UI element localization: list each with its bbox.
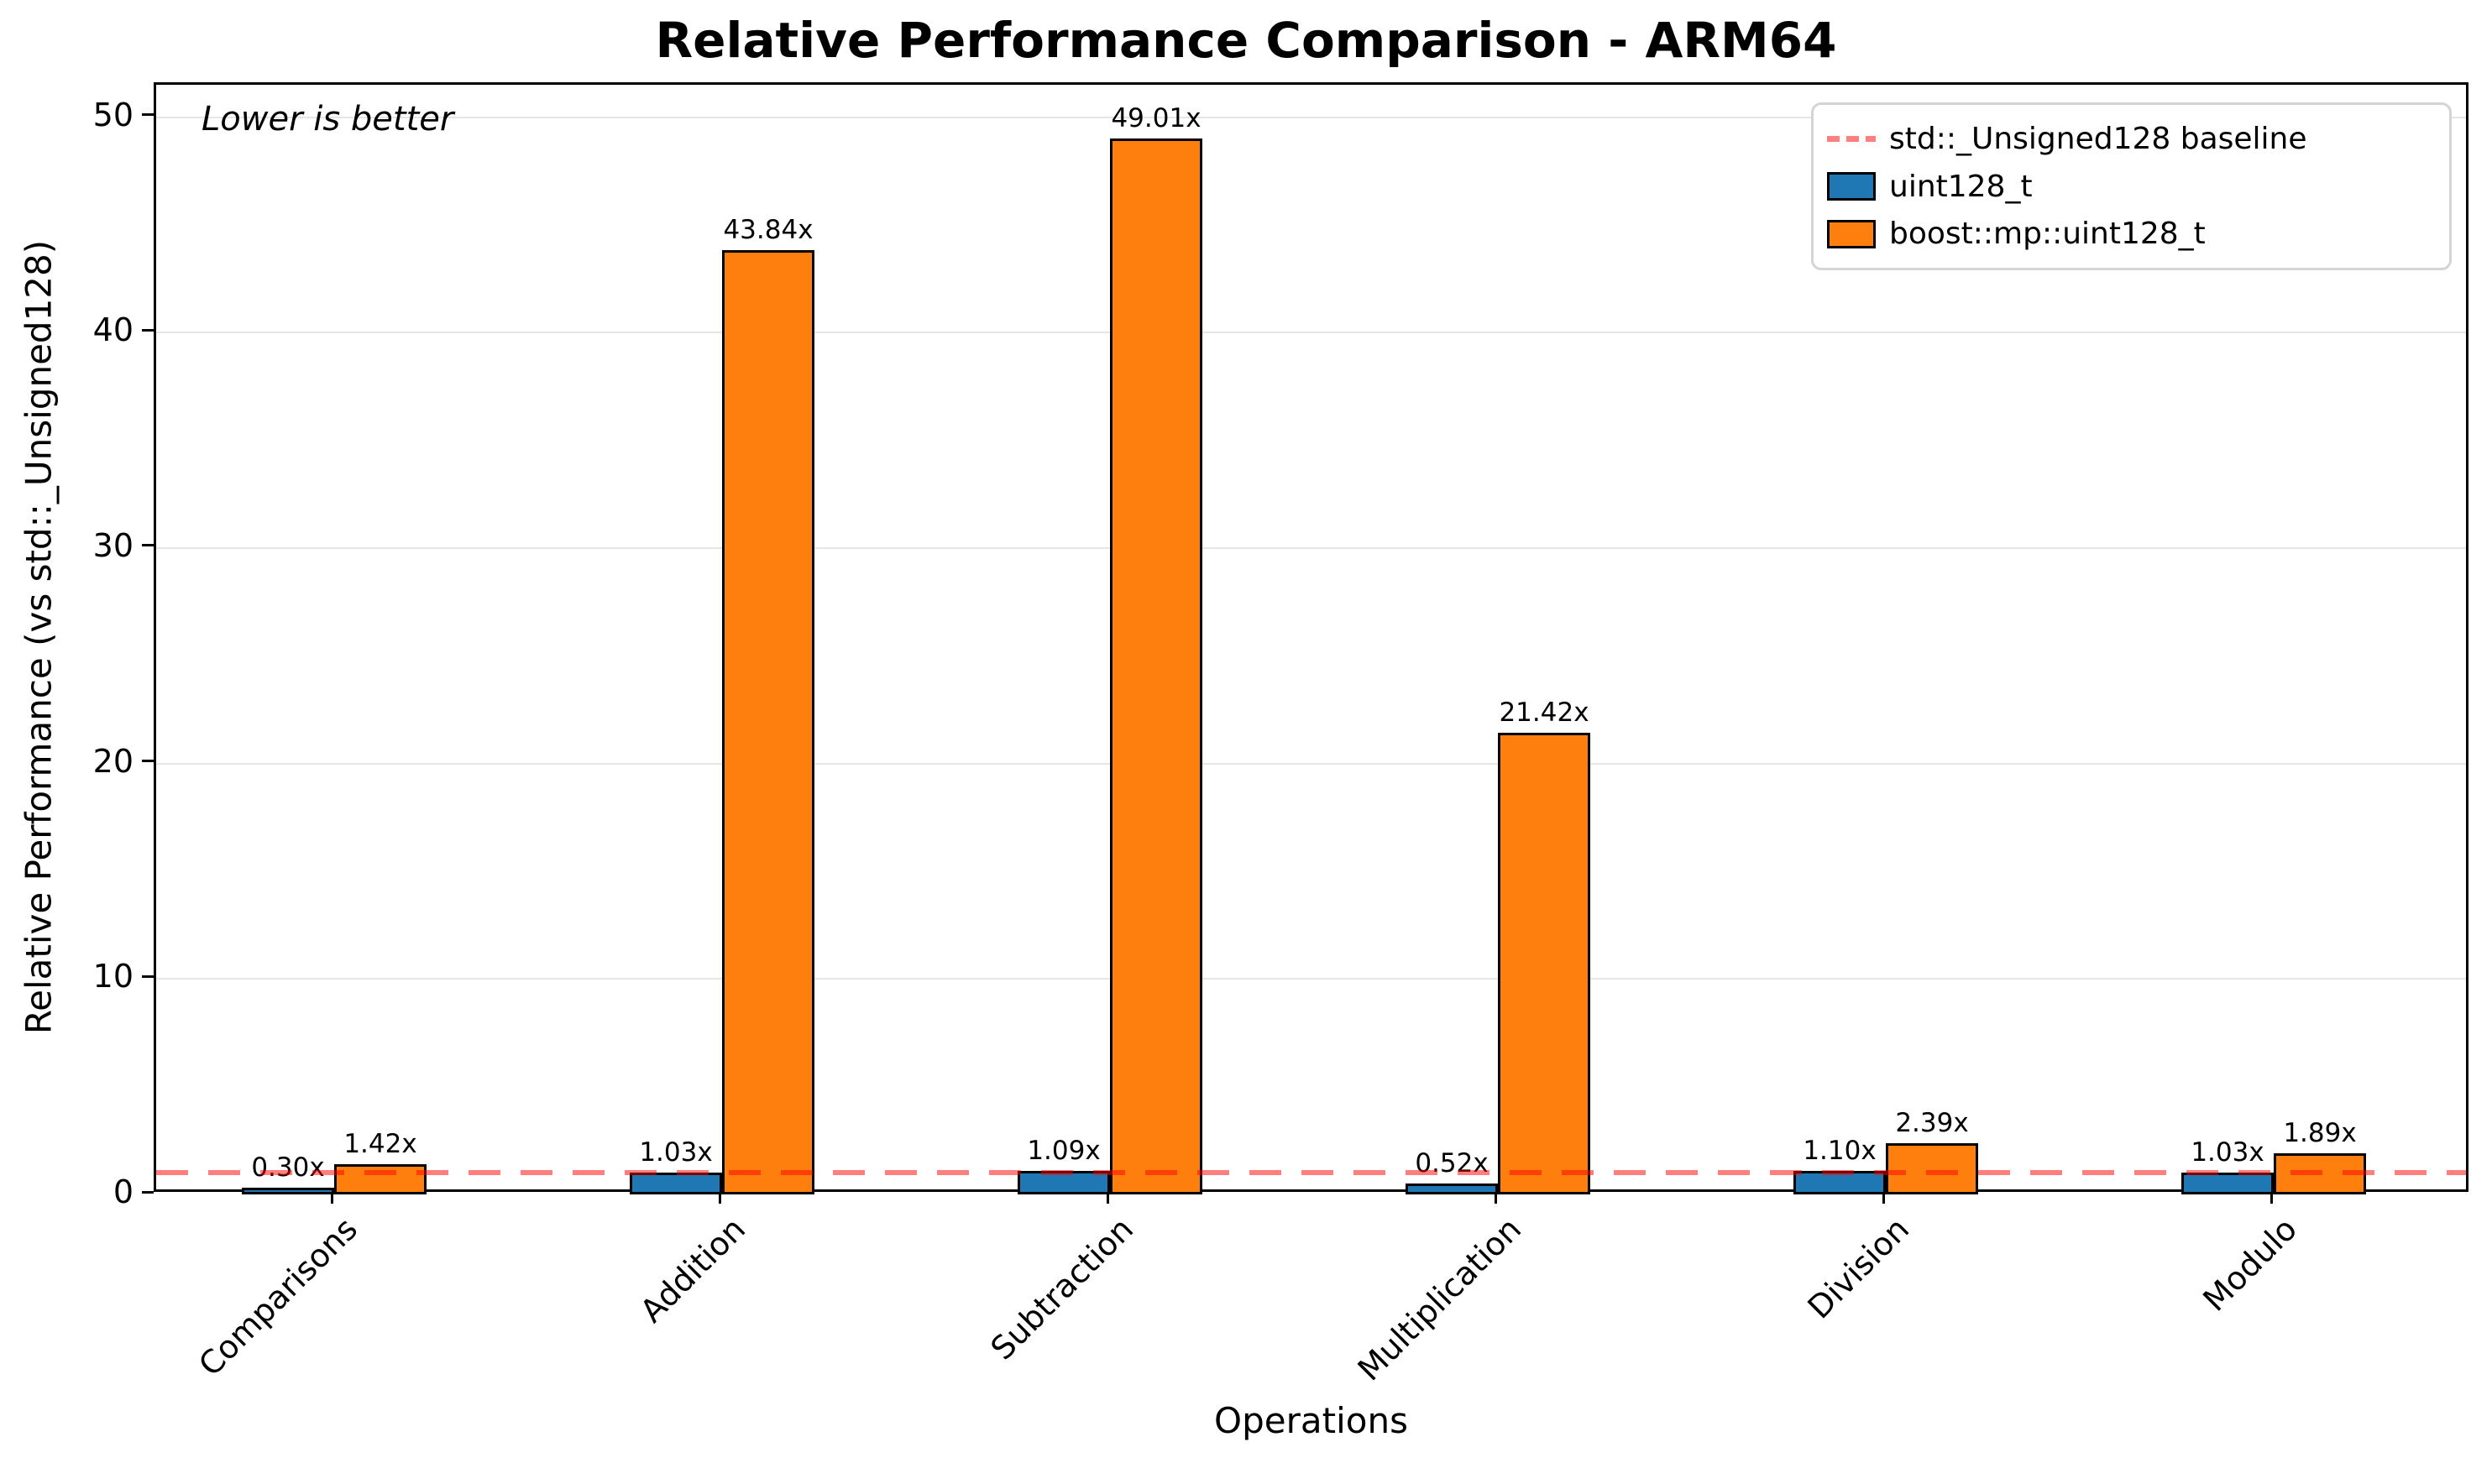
bar-value-label-division-boost: 2.39x — [1895, 1107, 1969, 1138]
x-tick-mark-modulo — [2270, 1192, 2273, 1204]
legend-label: std::_Unsigned128 baseline — [1889, 121, 2307, 156]
bar-value-label-comparisons-boost: 1.42x — [343, 1128, 417, 1159]
legend-item-boost: boost::mp::uint128_t — [1827, 217, 2449, 251]
bar-value-label-multiplication-boost: 21.42x — [1499, 698, 1589, 729]
x-tick-label-comparisons: Comparisons — [191, 1210, 365, 1384]
y-tick-mark-50 — [142, 113, 154, 116]
y-tick-mark-30 — [142, 544, 154, 547]
legend-item-baseline: std::_Unsigned128 baseline — [1827, 122, 2449, 156]
y-tick-label-20: 20 — [92, 742, 134, 780]
y-tick-label-0: 0 — [113, 1173, 134, 1210]
gridline-30 — [156, 546, 2466, 549]
x-tick-label-addition: Addition — [633, 1210, 753, 1330]
baseline-dashed-line — [156, 1170, 2466, 1176]
legend-item-uint128: uint128_t — [1827, 170, 2449, 204]
orange-patch-icon — [1827, 219, 1876, 248]
gridline-50 — [156, 116, 2466, 118]
plot-area: 0.30x 1.42x 1.03x 43.84x 1.09x 49.01x 0.52x 21.… — [154, 82, 2468, 1194]
y-tick-mark-40 — [142, 328, 154, 332]
y-tick-label-30: 30 — [92, 526, 134, 564]
y-tick-label-50: 50 — [92, 96, 134, 133]
grid-layer — [156, 85, 2466, 1189]
bar-multiplication-uint128 — [1406, 1183, 1498, 1194]
bar-value-label-subtraction-uint128: 1.09x — [1027, 1136, 1101, 1167]
y-tick-mark-10 — [142, 975, 154, 978]
blue-patch-icon — [1827, 172, 1876, 201]
bars-layer — [156, 85, 2466, 1194]
bar-value-label-division-uint128: 1.10x — [1803, 1135, 1877, 1166]
dashed-line-icon — [1827, 135, 1876, 142]
x-tick-label-multiplication: Multiplication — [1350, 1210, 1529, 1388]
x-tick-label-division: Division — [1800, 1210, 1917, 1326]
bar-comparisons-uint128 — [242, 1188, 334, 1194]
bar-value-label-modulo-boost: 1.89x — [2283, 1118, 2357, 1149]
bar-value-label-addition-boost: 43.84x — [723, 214, 814, 245]
y-tick-label-10: 10 — [92, 958, 134, 995]
x-tick-mark-comparisons — [330, 1192, 333, 1204]
bar-value-label-subtraction-boost: 49.01x — [1111, 102, 1202, 133]
lower-is-better-annotation: Lower is better — [202, 100, 454, 138]
x-tick-label-subtraction: Subtraction — [983, 1210, 1141, 1367]
bar-value-label-addition-uint128: 1.03x — [639, 1137, 713, 1168]
legend: std::_Unsigned128 baseline uint128_t boo… — [1811, 102, 2452, 270]
legend-label: uint128_t — [1889, 169, 2033, 204]
bar-labels-layer: 0.30x 1.42x 1.03x 43.84x 1.09x 49.01x 0.52x 21.… — [156, 85, 2466, 1189]
chart-title: Relative Performance Comparison - ARM64 — [655, 12, 1837, 69]
bar-value-label-modulo-uint128: 1.03x — [2191, 1137, 2264, 1168]
gridline-40 — [156, 332, 2466, 334]
bar-value-label-comparisons-uint128: 0.30x — [251, 1152, 325, 1184]
x-tick-label-modulo: Modulo — [2196, 1210, 2305, 1319]
x-tick-mark-division — [1882, 1192, 1885, 1204]
y-tick-mark-20 — [142, 760, 154, 763]
bar-comparisons-boost — [334, 1163, 427, 1194]
gridline-10 — [156, 978, 2466, 980]
legend-label: boost::mp::uint128_t — [1889, 217, 2206, 252]
gridline-20 — [156, 762, 2466, 765]
y-tick-label-40: 40 — [92, 311, 134, 349]
y-tick-mark-0 — [142, 1190, 154, 1194]
bar-division-boost — [1886, 1142, 1978, 1194]
bar-multiplication-boost — [1498, 733, 1590, 1194]
x-tick-mark-subtraction — [1106, 1192, 1109, 1204]
y-axis-label: Relative Performance (vs std::_Unsigned1… — [18, 239, 60, 1035]
bar-subtraction-boost — [1110, 138, 1202, 1194]
x-tick-mark-multiplication — [1494, 1192, 1497, 1204]
bar-addition-boost — [722, 249, 814, 1194]
bar-modulo-uint128 — [2181, 1172, 2274, 1194]
x-tick-mark-addition — [718, 1192, 721, 1204]
x-axis-label: Operations — [1214, 1400, 1408, 1441]
